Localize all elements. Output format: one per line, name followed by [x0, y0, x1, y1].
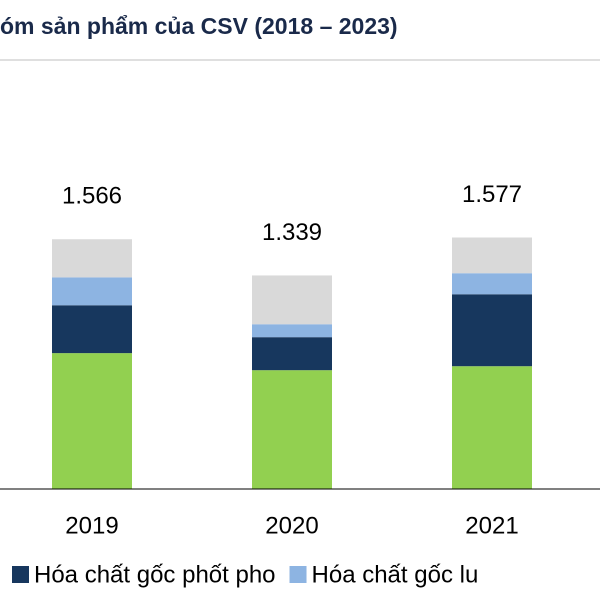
bar-segment — [52, 353, 132, 489]
chart-title: óm sản phẩm của CSV (2018 – 2023) — [0, 13, 398, 39]
x-tick-label: 2020 — [265, 512, 318, 539]
bar-segment — [452, 273, 532, 295]
bar-segment — [252, 275, 332, 325]
x-tick-label: 2021 — [465, 512, 518, 539]
bar-segment — [52, 305, 132, 354]
bar-segment — [452, 237, 532, 274]
total-label: 1.577 — [462, 181, 522, 208]
legend-label: Hóa chất gốc phốt pho — [34, 561, 276, 588]
bar-segment — [452, 294, 532, 367]
bar-segment — [252, 337, 332, 371]
bar-segment — [52, 239, 132, 278]
bar-segment — [452, 366, 532, 489]
bar-segment — [252, 324, 332, 338]
legend-label: Hóa chất gốc lu — [312, 561, 479, 588]
legend-swatch — [289, 566, 307, 583]
bar-segment — [52, 277, 132, 306]
total-label: 1.339 — [262, 219, 322, 246]
legend-swatch — [12, 566, 29, 583]
x-tick-label: 2019 — [65, 512, 118, 539]
total-label: 1.566 — [62, 183, 122, 210]
bar-segment — [252, 370, 332, 489]
